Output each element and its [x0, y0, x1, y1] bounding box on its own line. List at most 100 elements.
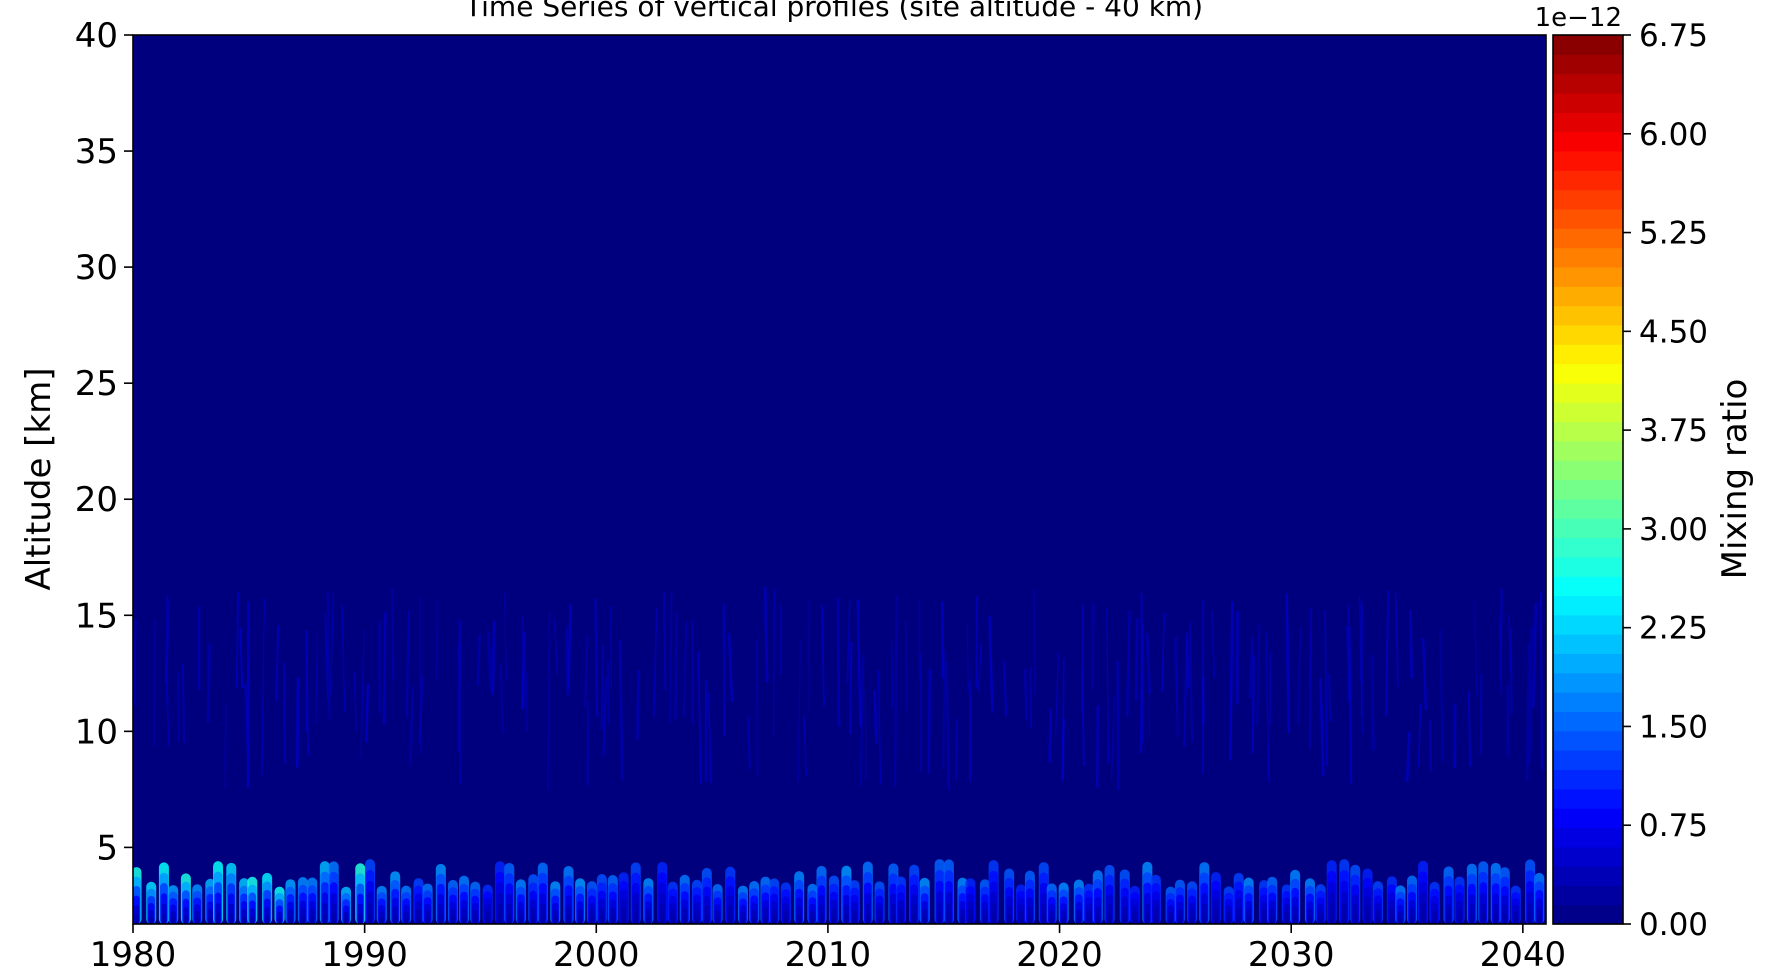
heatmap-cell	[982, 916, 987, 924]
colorbar-band	[1553, 54, 1623, 75]
heatmap-streak	[295, 677, 300, 768]
colorbar-band	[1553, 92, 1623, 113]
heatmap-cell	[250, 916, 255, 924]
y-tick-label: 35	[75, 132, 118, 172]
colorbar-band	[1553, 808, 1623, 828]
heatmap-cell	[310, 916, 315, 924]
heatmap-streak	[722, 603, 726, 737]
y-tick-label: 15	[75, 596, 118, 636]
heatmap-cell	[633, 913, 638, 924]
heatmap-streak	[1408, 610, 1414, 679]
heatmap-streak	[553, 618, 559, 675]
heatmap-cell	[599, 915, 604, 924]
heatmap-cell	[1365, 914, 1370, 924]
heatmap-streak	[1110, 696, 1115, 779]
heatmap-cell	[1145, 913, 1150, 924]
heatmap-streak	[1091, 602, 1095, 690]
heatmap-streak	[977, 642, 983, 691]
heatmap-streak	[153, 619, 157, 747]
heatmap-streak	[1029, 667, 1033, 728]
heatmap-cell	[229, 913, 234, 924]
heatmap-cell	[1493, 913, 1498, 924]
heatmap-streak	[893, 595, 898, 787]
heatmap-cell	[937, 913, 942, 924]
colorbar-band	[1553, 614, 1623, 635]
heatmap-cell	[1122, 914, 1127, 924]
heatmap-streak	[674, 611, 679, 720]
heatmap-streak	[1548, 610, 1551, 694]
heatmap-cell	[912, 914, 917, 924]
heatmap-streak	[1173, 637, 1179, 738]
heatmap-cell	[1236, 915, 1241, 924]
heatmap-cell	[1270, 916, 1275, 924]
heatmap-streak	[797, 640, 801, 783]
y-tick-label: 25	[75, 364, 118, 404]
heatmap-streak	[1319, 677, 1325, 776]
heatmap-streak	[941, 600, 945, 680]
heatmap-cell	[646, 916, 651, 924]
colorbar-band	[1553, 479, 1623, 500]
heatmap-streak	[904, 618, 908, 712]
heatmap-cell	[1432, 916, 1437, 924]
heatmap-streak	[1140, 592, 1144, 743]
x-tick-label: 2030	[1248, 935, 1335, 975]
heatmap-cell	[772, 916, 777, 924]
heatmap-cell	[462, 915, 467, 924]
heatmap-cell	[891, 913, 896, 924]
colorbar-band	[1553, 344, 1623, 365]
heatmap-streak	[891, 639, 894, 709]
heatmap-streak	[224, 702, 227, 789]
y-tick-label: 40	[75, 16, 118, 56]
heatmap-streak	[1054, 652, 1059, 738]
colorbar-band	[1553, 692, 1623, 713]
colorbar-band	[1553, 576, 1623, 597]
heatmap-streak	[435, 600, 438, 681]
colorbar-tick-label: 5.25	[1639, 216, 1708, 252]
heatmap-cell	[404, 917, 409, 924]
heatmap-cell	[922, 916, 927, 924]
heatmap-streak	[177, 672, 180, 742]
heatmap-cell	[344, 917, 349, 924]
heatmap-streak	[1297, 627, 1302, 724]
heatmap-streak	[1002, 660, 1008, 717]
colorbar-band	[1553, 556, 1623, 577]
heatmap-streak	[353, 671, 357, 731]
heatmap-cell	[819, 914, 824, 924]
heatmap-streak	[618, 639, 624, 781]
colorbar-band	[1553, 498, 1623, 519]
heatmap-cell	[1061, 917, 1066, 924]
colorbar-tick-label: 0.75	[1639, 808, 1708, 844]
colorbar-band	[1553, 170, 1623, 191]
heatmap-cell	[1342, 913, 1347, 924]
heatmap-cell	[783, 917, 788, 924]
heatmap-cell	[183, 915, 188, 924]
heatmap-streak	[594, 598, 599, 718]
colorbar-band	[1553, 421, 1623, 442]
heatmap-cell	[425, 917, 430, 924]
colorbar-band	[1553, 672, 1623, 693]
heatmap-streak	[1309, 607, 1313, 750]
heatmap-streak	[1528, 626, 1533, 765]
colorbar-band	[1553, 228, 1623, 249]
heatmap-streak	[1096, 704, 1099, 789]
heatmap-cell	[797, 915, 802, 924]
heatmap-streak	[419, 596, 422, 755]
heatmap-cell	[134, 914, 139, 924]
heatmap-cell	[877, 916, 882, 924]
heatmap-streak	[360, 630, 365, 759]
heatmap-cell	[763, 916, 768, 924]
heatmap-streak	[181, 664, 186, 744]
heatmap-streak	[1032, 588, 1037, 696]
heatmap-cell	[416, 916, 421, 924]
heatmap-cell	[1446, 914, 1451, 924]
heatmap-streak	[669, 590, 673, 723]
heatmap-cell	[1049, 917, 1054, 924]
colorbar-band	[1553, 324, 1623, 345]
heatmap-cell	[1246, 916, 1251, 924]
colorbar-band	[1553, 827, 1623, 848]
heatmap-streak	[1498, 617, 1502, 695]
heatmap-streak	[856, 599, 862, 728]
chart-title: Time Series of vertical profiles (site a…	[464, 0, 1203, 23]
heatmap-cell	[946, 913, 951, 924]
